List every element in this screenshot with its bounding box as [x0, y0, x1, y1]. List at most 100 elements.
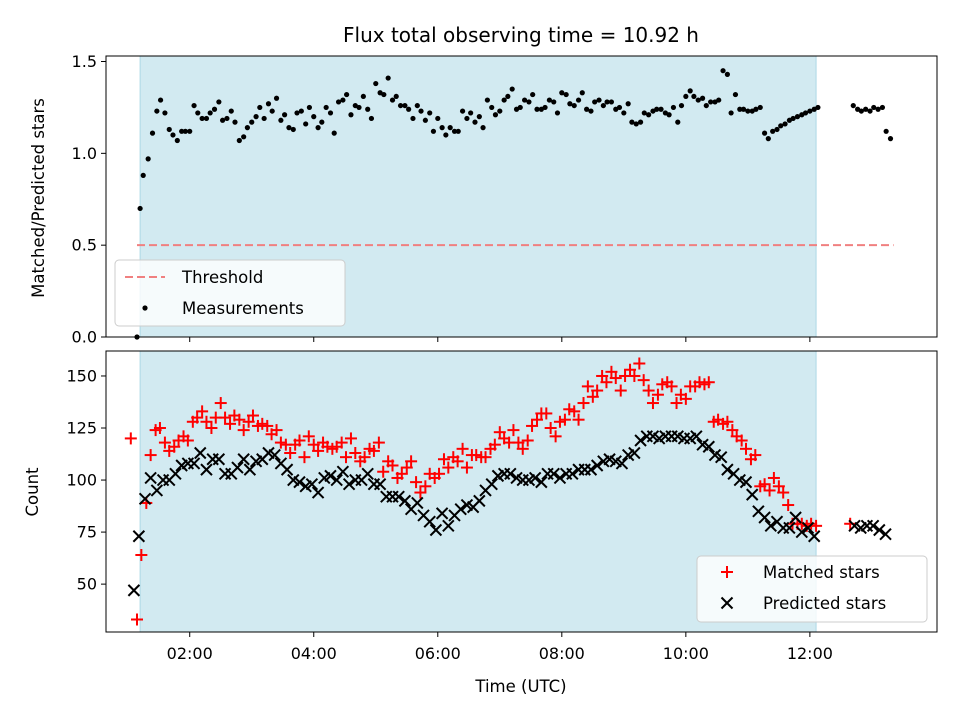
measurement-point [365, 106, 371, 112]
measurement-point [871, 104, 877, 111]
measurement-point [675, 119, 681, 125]
predicted-point [361, 467, 374, 481]
measurement-point [600, 102, 606, 109]
measurement-point [385, 75, 391, 81]
predicted-legend-label: Predicted stars [763, 594, 886, 613]
matched-point [200, 415, 213, 428]
measurement-point [542, 104, 548, 111]
measurement-point [273, 95, 280, 101]
measurement-point [306, 104, 313, 111]
measurement-point [596, 97, 602, 103]
matched-point [312, 444, 325, 457]
measurement-point [451, 128, 458, 134]
matched-point [782, 499, 795, 512]
count-legend-box [696, 555, 928, 623]
predicted-point [547, 467, 560, 481]
predicted-point [745, 488, 759, 501]
matched-point [205, 422, 218, 435]
measurement-point [149, 130, 156, 136]
measurement-point [140, 172, 146, 178]
ratio-y-tick-label: 0.5 [72, 236, 97, 255]
measurement-point [522, 97, 528, 103]
predicted-point [485, 478, 498, 491]
matched-point [442, 461, 455, 474]
measurement-point [703, 102, 709, 109]
matched-point [577, 397, 590, 410]
measurement-point [290, 126, 296, 133]
measurement-point [195, 110, 201, 116]
measurement-point [790, 115, 796, 122]
measurement-point [720, 68, 726, 74]
matched-point [395, 467, 408, 480]
measurement-point [683, 93, 689, 100]
matched-point [614, 384, 627, 397]
matched-point [749, 449, 762, 462]
measurement-point [211, 106, 218, 112]
matched-point [456, 442, 469, 455]
matched-point [605, 365, 618, 378]
measurement-point [381, 91, 387, 98]
measurement-point [497, 108, 503, 114]
measurement-point [716, 97, 722, 103]
predicted-point [590, 459, 604, 472]
predicted-point [138, 492, 152, 505]
predicted-point [231, 461, 244, 474]
measurement-point [509, 86, 515, 92]
measurement-point [414, 102, 420, 109]
predicted-point [764, 519, 778, 533]
predicted-point [280, 463, 294, 476]
measurement-point [559, 90, 565, 96]
chart-title: Flux total observing time = 10.92 h [343, 23, 699, 47]
measurement-point [335, 99, 342, 105]
matched-point [586, 390, 599, 403]
measurement-point [546, 97, 553, 103]
ratio-axes-frame [105, 55, 938, 338]
measurement-point [629, 119, 635, 125]
measurement-point [782, 121, 788, 127]
measurement-point [654, 106, 660, 112]
matched-point [460, 461, 473, 474]
measurement-point [360, 93, 366, 100]
predicted-point [783, 521, 796, 535]
predicted-point [435, 507, 449, 520]
bottom-y-axis-label: Count [23, 467, 42, 517]
measurements-legend-swatch [142, 305, 148, 311]
matched-point [544, 422, 557, 435]
matched-point [609, 372, 622, 385]
measurement-point [327, 110, 334, 116]
measurement-point [244, 125, 250, 131]
matched-point [246, 409, 259, 422]
ratio-y-tick-label: 1.0 [72, 144, 97, 163]
predicted-point [873, 523, 886, 537]
predicted-point [535, 475, 548, 489]
predicted-point [442, 519, 455, 533]
measurement-point [145, 156, 151, 162]
measurement-point [261, 115, 267, 122]
measurement-point [765, 136, 771, 142]
measurement-point [625, 101, 631, 107]
matched-point [488, 438, 501, 451]
measurement-point [728, 110, 734, 116]
predicted-point [342, 478, 356, 491]
predicted-point [429, 523, 443, 537]
predicted-point [237, 453, 250, 466]
matched-point [568, 405, 581, 418]
predicted-point [127, 584, 141, 597]
measurement-point [435, 115, 441, 122]
predicted-point [473, 494, 486, 508]
matched-point [665, 380, 678, 393]
measurement-point [393, 93, 399, 100]
matched-point [642, 384, 655, 397]
measurement-point [579, 90, 585, 96]
measurement-point [323, 104, 329, 111]
matched-point [405, 455, 418, 468]
matched-point [233, 413, 246, 426]
measurement-point [294, 110, 300, 116]
predicted-point [311, 486, 325, 499]
measurement-point [344, 91, 350, 98]
measurement-point [410, 115, 416, 122]
measurement-point [472, 119, 478, 125]
measurement-point [315, 125, 321, 131]
x-tick-label: 10:00 [663, 644, 709, 663]
matched-point [349, 446, 362, 459]
